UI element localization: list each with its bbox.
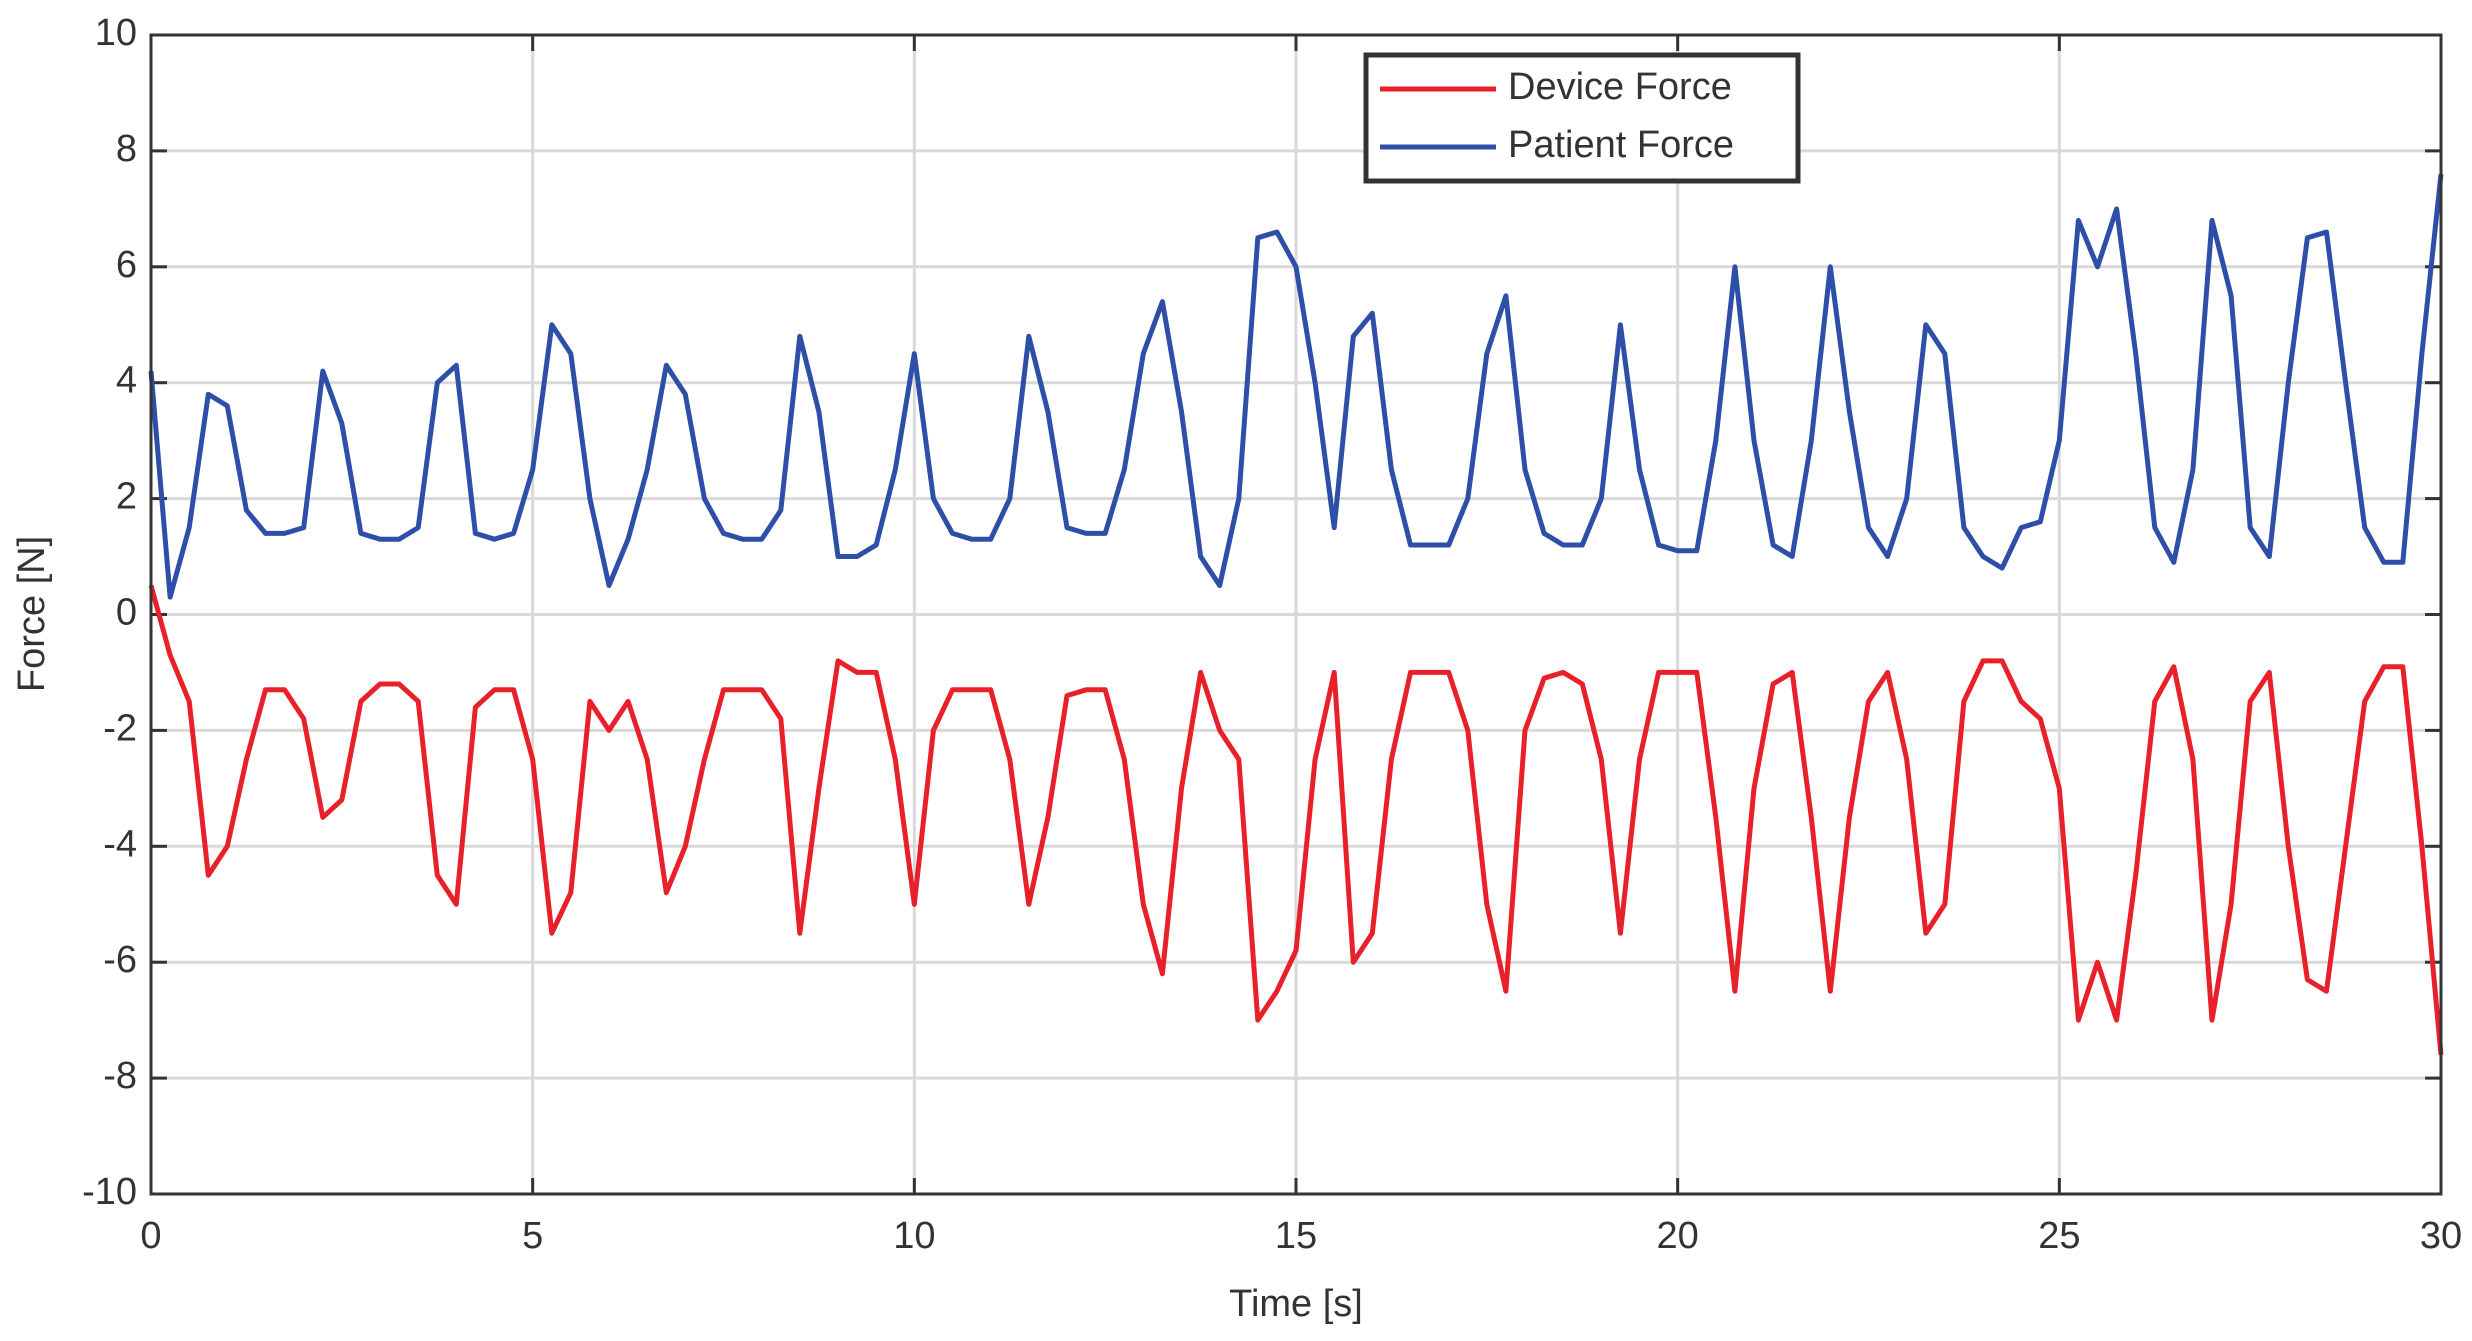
x-tick-label: 30 (2420, 1215, 2462, 1257)
x-tick-label: 25 (2038, 1215, 2080, 1257)
y-tick-label: -8 (103, 1055, 137, 1097)
y-tick-label: -10 (82, 1171, 137, 1213)
y-tick-label: 10 (95, 12, 137, 54)
y-tick-label: -4 (103, 823, 137, 865)
series-line (148, 584, 2444, 1056)
y-tick-label: 2 (116, 476, 137, 518)
y-tick-label: 8 (116, 128, 137, 170)
y-axis-label: Force [N] (11, 536, 53, 692)
y-tick-label: 6 (116, 244, 137, 286)
x-tick-label: 0 (140, 1215, 161, 1257)
y-tick-label: 0 (116, 592, 137, 634)
legend: Device Force Patient Force (1363, 52, 1801, 184)
series-line (148, 173, 2444, 600)
y-tick-label: -2 (103, 707, 137, 749)
legend-label: Patient Force (1508, 124, 1734, 166)
y-tick-label: 4 (116, 360, 137, 402)
x-tick-label: 15 (1275, 1215, 1317, 1257)
x-tick-label: 20 (1657, 1215, 1699, 1257)
plot-frame (149, 33, 2443, 1196)
y-tick-label: -6 (103, 939, 137, 981)
legend-label: Device Force (1508, 66, 1732, 108)
x-tick-label: 5 (522, 1215, 543, 1257)
x-axis-label: Time [s] (1229, 1283, 1363, 1325)
legend-box (1363, 52, 1801, 184)
x-tick-label: 10 (893, 1215, 935, 1257)
